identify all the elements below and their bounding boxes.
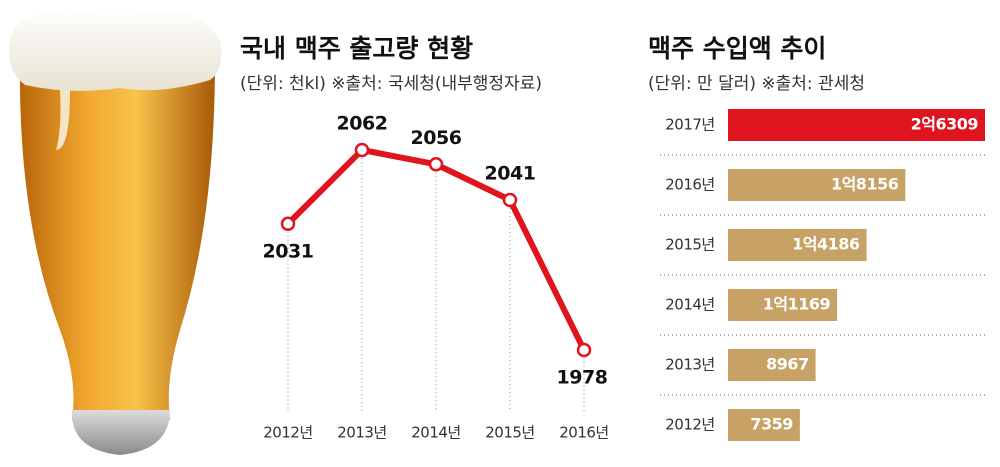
chart-title: 국내 맥주 출고량 현황 [240, 34, 473, 63]
y-tick-label: 2016년 [665, 176, 714, 194]
point [354, 142, 370, 158]
y-tick-label: 2014년 [665, 296, 714, 314]
value-label: 2056 [411, 127, 462, 149]
chart-subtitle: (단위: 만 달러) ※출처: 관세청 [648, 74, 865, 94]
value-label: 2억6309 [911, 115, 979, 134]
value-label: 1978 [557, 367, 608, 389]
value-label: 2031 [263, 240, 314, 262]
x-tick-label: 2016년 [559, 424, 608, 442]
beer-glass-illustration [9, 6, 222, 455]
point [502, 192, 518, 208]
value-label: 7359 [750, 415, 793, 434]
line [285, 147, 587, 352]
y-tick-label: 2015년 [665, 236, 714, 254]
bar [728, 229, 867, 261]
y-tick-label: 2012년 [665, 416, 714, 434]
x-tick-label: 2014년 [411, 424, 460, 442]
point [576, 342, 592, 358]
bar [728, 289, 838, 321]
chart-subtitle: (단위: 천kl) ※출처: 국세청(내부행정자료) [240, 74, 542, 94]
value-label: 1억4186 [792, 235, 860, 254]
x-tick-label: 2013년 [337, 424, 386, 442]
y-tick-label: 2013년 [665, 356, 714, 374]
value-label: 2041 [485, 163, 536, 185]
bar [728, 409, 800, 441]
x-tick-label: 2012년 [263, 424, 312, 442]
chart-title: 맥주 수입액 추이 [648, 34, 826, 63]
bar [728, 169, 906, 201]
point [428, 157, 444, 172]
point [280, 216, 296, 232]
value-label: 1억8156 [831, 175, 899, 194]
value-label: 2062 [337, 113, 388, 135]
value-label: 1억1169 [763, 295, 831, 314]
value-label: 8967 [766, 355, 809, 374]
bar [728, 349, 816, 381]
y-tick-label: 2017년 [665, 116, 714, 134]
x-tick-label: 2015년 [485, 424, 534, 442]
bar [728, 109, 985, 141]
